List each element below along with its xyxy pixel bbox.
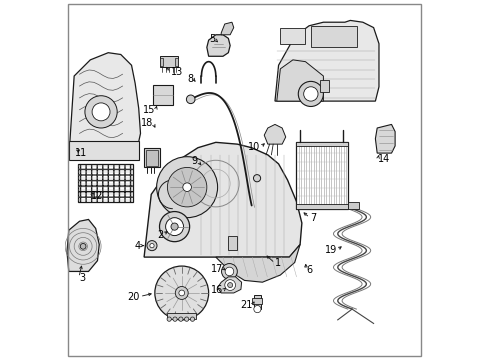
Circle shape bbox=[165, 218, 183, 235]
Circle shape bbox=[85, 96, 117, 128]
Circle shape bbox=[175, 287, 188, 300]
Bar bbox=[296, 142, 348, 209]
Text: 20: 20 bbox=[127, 292, 140, 302]
Bar bbox=[254, 295, 260, 309]
Bar bbox=[69, 140, 139, 160]
Polygon shape bbox=[375, 125, 394, 153]
Text: 8: 8 bbox=[187, 74, 193, 84]
Bar bbox=[153, 85, 172, 105]
Bar bbox=[296, 204, 348, 209]
Text: 21: 21 bbox=[240, 300, 252, 310]
Circle shape bbox=[303, 87, 317, 101]
Text: 17: 17 bbox=[211, 264, 223, 274]
Text: 12: 12 bbox=[91, 191, 103, 201]
Bar bbox=[175, 58, 178, 66]
Text: 6: 6 bbox=[305, 265, 312, 275]
Circle shape bbox=[178, 317, 183, 321]
Polygon shape bbox=[144, 142, 301, 257]
Circle shape bbox=[80, 243, 86, 249]
Polygon shape bbox=[276, 60, 323, 101]
Circle shape bbox=[221, 264, 237, 279]
Circle shape bbox=[253, 306, 261, 313]
Circle shape bbox=[183, 183, 191, 192]
Text: 19: 19 bbox=[324, 245, 336, 255]
Bar bbox=[228, 235, 237, 250]
Bar bbox=[348, 202, 359, 209]
Polygon shape bbox=[69, 53, 140, 158]
Text: 14: 14 bbox=[377, 154, 389, 164]
Polygon shape bbox=[264, 125, 285, 144]
Circle shape bbox=[156, 157, 217, 218]
Text: 7: 7 bbox=[309, 213, 315, 222]
Circle shape bbox=[173, 317, 177, 321]
Bar bbox=[144, 148, 160, 167]
Circle shape bbox=[224, 267, 233, 276]
Bar bbox=[145, 149, 158, 166]
Bar bbox=[280, 28, 305, 44]
Polygon shape bbox=[274, 21, 378, 101]
Circle shape bbox=[298, 81, 323, 107]
Circle shape bbox=[224, 280, 235, 291]
Text: 15: 15 bbox=[143, 105, 155, 115]
Text: 9: 9 bbox=[191, 156, 198, 166]
Polygon shape bbox=[215, 244, 300, 282]
Circle shape bbox=[253, 175, 260, 182]
Bar bbox=[310, 26, 357, 47]
Text: 16: 16 bbox=[210, 285, 223, 296]
Circle shape bbox=[171, 223, 178, 230]
Text: 4: 4 bbox=[134, 240, 140, 251]
Circle shape bbox=[167, 317, 171, 321]
Bar bbox=[160, 58, 163, 66]
Polygon shape bbox=[206, 35, 230, 56]
Circle shape bbox=[186, 95, 195, 104]
Polygon shape bbox=[67, 220, 99, 271]
Bar bbox=[296, 141, 348, 146]
Text: 1: 1 bbox=[274, 258, 281, 268]
Circle shape bbox=[155, 266, 208, 320]
Circle shape bbox=[190, 317, 194, 321]
Circle shape bbox=[179, 290, 184, 296]
Text: 5: 5 bbox=[208, 35, 215, 44]
Circle shape bbox=[167, 167, 206, 207]
Circle shape bbox=[227, 283, 232, 288]
Text: 10: 10 bbox=[248, 142, 260, 152]
Circle shape bbox=[147, 240, 157, 251]
Circle shape bbox=[184, 317, 188, 321]
Circle shape bbox=[149, 243, 154, 248]
Text: 13: 13 bbox=[171, 67, 183, 77]
Circle shape bbox=[92, 103, 110, 121]
Text: 2: 2 bbox=[157, 230, 163, 239]
Bar bbox=[167, 313, 196, 319]
Bar bbox=[252, 298, 262, 304]
Circle shape bbox=[159, 212, 189, 242]
Bar bbox=[160, 56, 178, 67]
Polygon shape bbox=[221, 22, 233, 35]
Text: 3: 3 bbox=[79, 273, 85, 283]
Polygon shape bbox=[217, 277, 241, 293]
Text: 18: 18 bbox=[141, 118, 153, 128]
Text: 11: 11 bbox=[75, 148, 87, 158]
Bar bbox=[78, 164, 133, 202]
Bar bbox=[319, 80, 328, 92]
